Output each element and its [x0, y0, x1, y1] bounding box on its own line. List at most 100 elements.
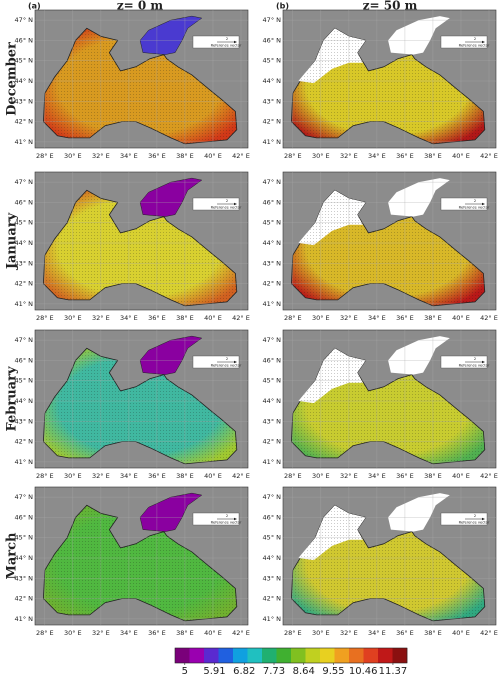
colorbar-label: 8.64 — [293, 666, 315, 677]
current-vectors — [291, 28, 485, 144]
azov-sea — [388, 16, 450, 55]
colorbar-label: 6.82 — [233, 666, 255, 677]
y-tick-label: 41° N — [15, 138, 34, 146]
x-tick-label: 36° E — [148, 152, 166, 160]
y-tick-label: 46° N — [263, 356, 282, 364]
y-tick-label: 44° N — [263, 554, 282, 562]
x-tick-label: 32° E — [92, 314, 110, 322]
y-tick-label: 44° N — [263, 77, 282, 85]
x-tick-label: 42° E — [232, 314, 250, 322]
azov-sea — [139, 335, 203, 375]
reference-magnitude: 2 — [474, 357, 476, 361]
colorbar-label: 11.37 — [379, 666, 408, 677]
x-tick-label: 42° E — [232, 152, 250, 160]
arrow-head — [482, 40, 485, 44]
arrow-head — [482, 517, 485, 521]
reference-label: Reference vector — [211, 206, 242, 210]
y-tick-label: 41° N — [15, 300, 34, 308]
y-tick-label: 47° N — [15, 178, 34, 186]
azov-sea — [388, 493, 450, 532]
reference-box — [440, 197, 488, 211]
colorbar-segment — [363, 648, 379, 663]
reference-magnitude: 2 — [226, 357, 228, 361]
y-tick-label: 43° N — [15, 417, 34, 425]
colorbar-label: 10.46 — [349, 666, 378, 677]
y-tick-label: 42° N — [15, 438, 34, 446]
y-tick-label: 44° N — [15, 397, 34, 405]
y-tick-label: 44° N — [15, 77, 34, 85]
x-tick-label: 42° E — [232, 629, 250, 637]
y-tick-label: 45° N — [15, 57, 34, 65]
x-tick-label: 28° E — [36, 472, 54, 480]
x-tick-label: 38° E — [424, 314, 442, 322]
reference-label: Reference vector — [211, 44, 242, 48]
arrow-head — [482, 360, 485, 364]
x-tick-label: 30° E — [312, 629, 330, 637]
x-tick-label: 36° E — [396, 314, 414, 322]
row-label: December — [5, 42, 20, 116]
current-vectors — [291, 505, 485, 621]
colorbar-segment — [334, 648, 350, 663]
y-tick-label: 45° N — [263, 57, 282, 65]
y-tick-label: 41° N — [15, 615, 34, 623]
colorbar-label: 7.73 — [263, 666, 285, 677]
x-tick-label: 28° E — [36, 314, 54, 322]
x-tick-label: 38° E — [424, 629, 442, 637]
x-tick-label: 34° E — [120, 629, 138, 637]
current-vectors — [43, 348, 237, 464]
x-tick-label: 30° E — [312, 314, 330, 322]
x-tick-label: 32° E — [340, 472, 358, 480]
row-label: January — [5, 212, 20, 270]
arrow-head — [234, 40, 237, 44]
colorbar-segment — [291, 648, 306, 663]
reference-label: Reference vector — [459, 206, 490, 210]
x-tick-label: 34° E — [368, 472, 386, 480]
colorbar-segment — [392, 648, 408, 663]
column-label: (b) — [276, 2, 289, 11]
colorbar-label: 5.91 — [203, 666, 225, 677]
current-vectors — [43, 505, 237, 621]
reference-box — [192, 512, 240, 526]
y-tick-label: 43° N — [15, 259, 34, 267]
x-tick-label: 34° E — [368, 629, 386, 637]
y-tick-label: 43° N — [263, 97, 282, 105]
reference-magnitude: 2 — [474, 37, 476, 41]
y-tick-label: 43° N — [15, 574, 34, 582]
y-tick-label: 47° N — [263, 178, 282, 186]
x-tick-label: 42° E — [480, 629, 498, 637]
colorbar-segment — [175, 648, 190, 663]
x-tick-label: 40° E — [452, 152, 470, 160]
reference-label: Reference vector — [211, 521, 242, 525]
y-tick-label: 43° N — [263, 259, 282, 267]
x-tick-label: 36° E — [396, 472, 414, 480]
y-tick-label: 43° N — [263, 417, 282, 425]
x-tick-label: 32° E — [92, 629, 110, 637]
colorbar-segment — [204, 648, 219, 663]
x-tick-label: 28° E — [284, 152, 302, 160]
row-label: March — [5, 532, 20, 580]
x-tick-label: 42° E — [480, 472, 498, 480]
colorbar-segment — [218, 648, 234, 663]
reference-box — [440, 355, 488, 369]
arrow-head — [234, 360, 237, 364]
y-tick-label: 42° N — [15, 118, 34, 126]
y-tick-label: 47° N — [263, 493, 282, 501]
x-tick-label: 28° E — [36, 629, 54, 637]
column-title: z= 50 m — [363, 0, 418, 13]
y-tick-label: 41° N — [15, 458, 34, 466]
y-tick-label: 42° N — [15, 280, 34, 288]
y-tick-label: 46° N — [263, 198, 282, 206]
y-tick-label: 43° N — [15, 97, 34, 105]
y-tick-label: 46° N — [15, 198, 34, 206]
y-tick-label: 44° N — [263, 239, 282, 247]
y-tick-label: 44° N — [263, 397, 282, 405]
x-tick-label: 32° E — [340, 314, 358, 322]
reference-magnitude: 2 — [474, 199, 476, 203]
x-tick-label: 40° E — [204, 152, 222, 160]
y-tick-label: 45° N — [15, 534, 34, 542]
y-tick-label: 47° N — [263, 16, 282, 24]
x-tick-label: 42° E — [232, 472, 250, 480]
current-vectors — [291, 190, 485, 306]
y-tick-label: 43° N — [263, 574, 282, 582]
